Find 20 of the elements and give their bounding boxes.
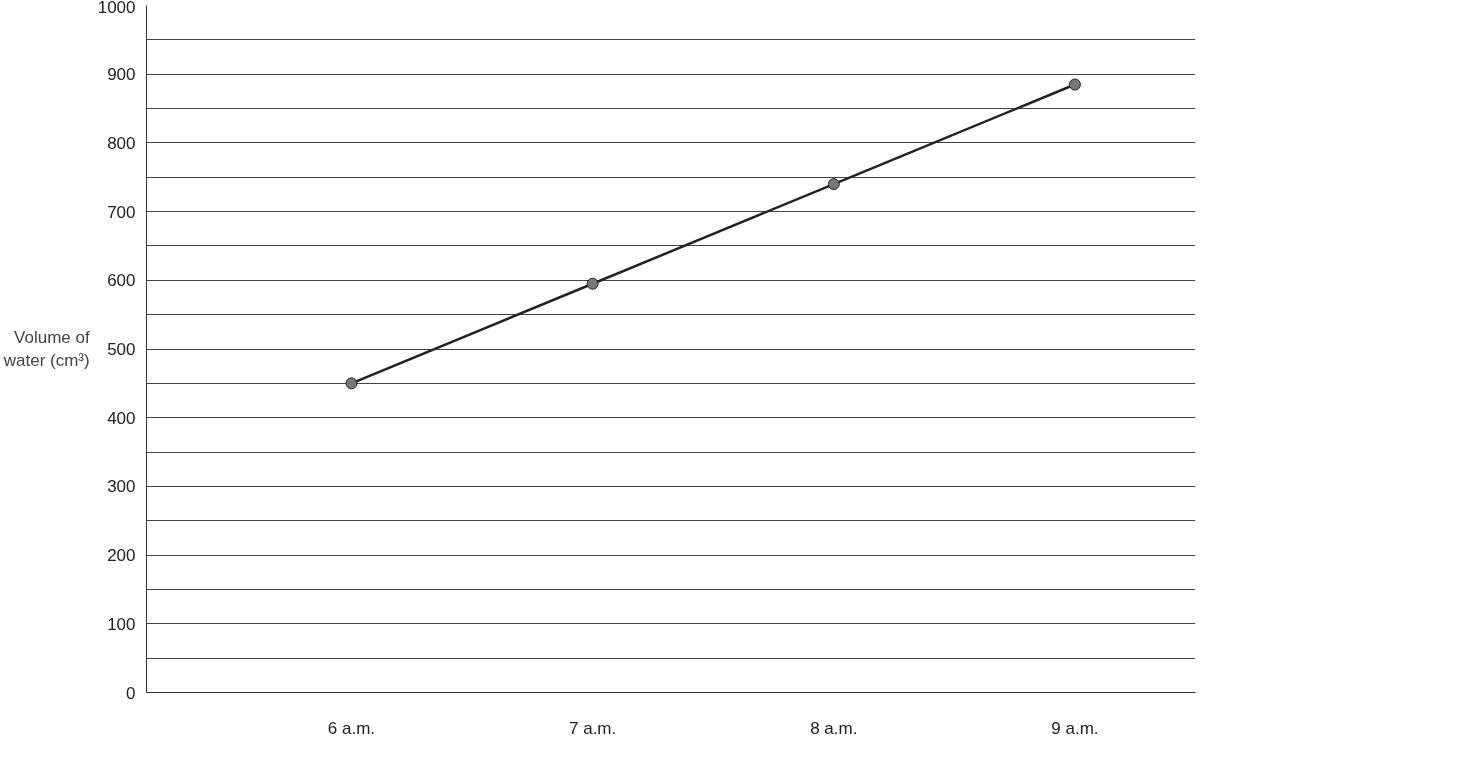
y-tick-label: 700 [107, 202, 136, 222]
y-axis-title: Volume of water (cm³) [2, 328, 90, 370]
y-tick-label: 800 [107, 133, 136, 153]
x-tick-label: 7 a.m. [569, 718, 617, 738]
y-tick-label: 1000 [97, 0, 136, 17]
y-tick-label: 600 [107, 271, 136, 291]
y-tick-label: 100 [107, 614, 136, 634]
point [827, 178, 840, 191]
x-tick-label: 6 a.m. [327, 718, 376, 738]
y-tick-label: 900 [107, 65, 136, 85]
y-tick-label: 400 [107, 408, 136, 428]
x-tick-label: 8 a.m. [810, 718, 858, 738]
y-tick-label: 500 [107, 340, 136, 359]
point [586, 277, 599, 290]
y-tick-label: 0 [126, 683, 136, 703]
x-tick-label: 9 a.m. [1051, 718, 1099, 738]
point [1068, 78, 1081, 91]
point [345, 377, 358, 390]
y-tick-label: 200 [107, 546, 136, 566]
y-tick-label: 300 [107, 477, 136, 497]
